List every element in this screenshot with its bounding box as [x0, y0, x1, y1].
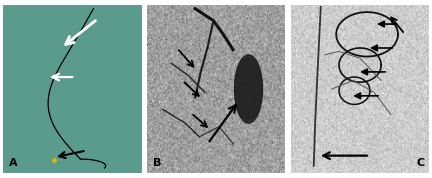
Text: C: C — [416, 158, 424, 168]
Polygon shape — [235, 58, 262, 120]
Polygon shape — [235, 55, 263, 123]
Text: A: A — [9, 158, 18, 168]
Text: B: B — [153, 158, 162, 168]
